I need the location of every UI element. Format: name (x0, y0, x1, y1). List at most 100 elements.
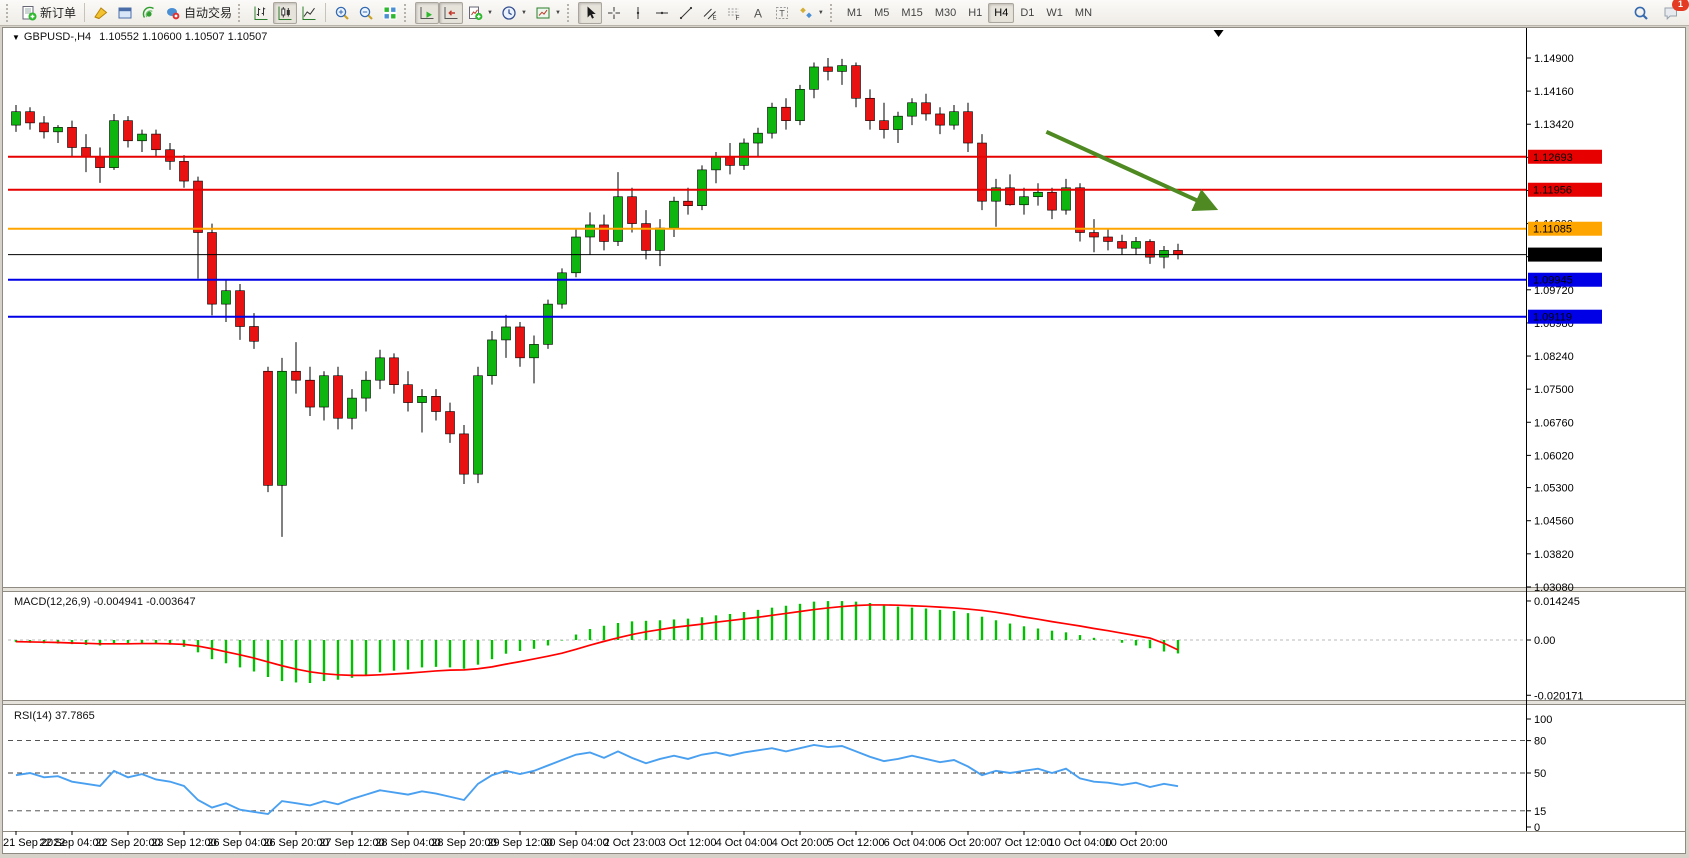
arrows-button[interactable]: ▼ (794, 2, 828, 24)
vertical-line-icon (636, 6, 640, 19)
macd-axis-tick: 0.00 (1534, 635, 1555, 647)
equidistant-channel-button[interactable]: E (698, 2, 722, 24)
signals-button[interactable] (137, 2, 161, 24)
bull-candle (991, 187, 1001, 202)
timeframe-d1-button[interactable]: D1 (1014, 3, 1040, 23)
panel-separator[interactable] (3, 700, 1685, 705)
price-axis-tick: 1.14160 (1534, 86, 1574, 98)
bear-candle (1005, 187, 1015, 206)
svg-text:E: E (712, 15, 716, 21)
templates-button[interactable]: ▼ (531, 2, 565, 24)
bear-candle (431, 396, 441, 412)
bear-candle (963, 111, 973, 144)
new-order-button[interactable]: 新订单 (17, 2, 80, 24)
chart-shift-marker[interactable] (1213, 30, 1224, 37)
timeframe-mn-button[interactable]: MN (1069, 3, 1098, 23)
bull-candle (1131, 241, 1141, 249)
chart-ohlc-values: 1.10552 1.10600 1.10507 1.10507 (99, 31, 268, 43)
candle-chart-mode-button[interactable] (273, 1, 298, 24)
date-axis-label: 23 Sep 12:00 (151, 837, 216, 849)
line-chart-mode-button[interactable] (297, 2, 321, 24)
date-axis-label: 21 Sep 2022 (3, 837, 65, 849)
highlighter-button[interactable] (89, 2, 113, 24)
trendline-button[interactable] (674, 2, 698, 24)
symbol-dropdown-icon[interactable]: ▼ (12, 33, 20, 42)
bar-chart-mode-button[interactable] (249, 2, 273, 24)
periods-icon (502, 5, 516, 20)
bear-candle (67, 127, 77, 148)
bear-candle (25, 111, 35, 124)
bull-candle (375, 357, 385, 381)
cursor-button[interactable] (577, 1, 602, 24)
svg-text:1.12693: 1.12693 (1533, 152, 1573, 164)
cursor-icon (587, 6, 596, 19)
timeframe-h4-button[interactable]: H4 (988, 2, 1015, 23)
chart-shift-button[interactable] (439, 1, 464, 24)
svg-text:1.10507: 1.10507 (1533, 250, 1573, 262)
text-button[interactable]: A (746, 2, 770, 24)
price-badge: 1.11956 (1528, 182, 1602, 197)
rsi-axis-tick: 0 (1534, 822, 1540, 834)
horizontal-line-button[interactable] (650, 2, 674, 24)
crosshair-button[interactable] (602, 2, 626, 24)
indicators-list-button[interactable]: ▼ (463, 2, 497, 24)
timeframe-m1-button[interactable]: M1 (841, 3, 868, 23)
chevron-down-icon[interactable]: ▼ (554, 9, 561, 16)
date-axis-label: 28 Sep 20:00 (431, 837, 496, 849)
chevron-down-icon[interactable]: ▼ (817, 9, 824, 16)
price-axis-tick: 1.03080 (1534, 582, 1574, 594)
text-label-button[interactable]: T (770, 2, 794, 24)
trend-arrow-object[interactable] (1045, 130, 1219, 211)
toolbar-grip (829, 3, 837, 22)
rsi-indicator-label: RSI(14) 37.7865 (14, 710, 95, 722)
bull-candle (277, 370, 287, 486)
vertical-line-button[interactable] (626, 2, 650, 24)
chart-window[interactable] (2, 27, 1686, 854)
bear-candle (865, 97, 875, 121)
fibonacci-retracement-button[interactable]: F (722, 2, 746, 24)
timeframe-h1-button[interactable]: H1 (962, 3, 988, 23)
price-badge: 1.10507 (1528, 247, 1602, 262)
bear-candle (445, 411, 455, 435)
bull-candle (361, 379, 371, 399)
bear-candle (515, 326, 525, 359)
panel-separator[interactable] (3, 587, 1685, 592)
date-axis-label: 6 Oct 20:00 (940, 837, 997, 849)
bull-candle (1061, 187, 1071, 211)
bull-candle (655, 227, 665, 251)
timeframe-m30-button[interactable]: M30 (929, 3, 962, 23)
bull-candle (529, 344, 539, 359)
toolbar-grip (566, 3, 574, 22)
bear-candle (683, 200, 693, 206)
rsi-axis-tick: 100 (1534, 714, 1552, 726)
periods-button[interactable]: ▼ (497, 2, 531, 24)
search-button[interactable] (1629, 2, 1653, 24)
chevron-down-icon[interactable]: ▼ (487, 9, 493, 16)
auto-trading-icon (167, 7, 180, 19)
text-label-icon: T (775, 6, 788, 19)
date-axis-label: 26 Sep 20:00 (263, 837, 328, 849)
zoom-out-button[interactable] (354, 2, 378, 24)
bear-candle (235, 290, 245, 327)
chevron-down-icon[interactable]: ▼ (520, 9, 527, 16)
timeframe-m15-button[interactable]: M15 (895, 3, 928, 23)
tile-windows-button[interactable] (378, 2, 402, 24)
horizontal-line-icon (655, 11, 668, 14)
date-axis-label: 10 Oct 20:00 (1105, 837, 1168, 849)
auto-trading-button[interactable]: 自动交易 (161, 2, 236, 24)
bear-candle (1075, 187, 1085, 233)
rsi-axis-tick: 80 (1534, 736, 1546, 748)
bear-candle (823, 66, 833, 72)
auto-scroll-button[interactable] (415, 1, 440, 24)
timeframe-w1-button[interactable]: W1 (1040, 3, 1069, 23)
timeframe-m5-button[interactable]: M5 (868, 3, 895, 23)
price-axis-tick: 1.08240 (1534, 351, 1574, 363)
trendline-icon (679, 6, 692, 19)
date-axis-label: 10 Oct 04:00 (1049, 837, 1112, 849)
chart-profiles-button[interactable] (113, 2, 137, 24)
chart-symbol-period: GBPUSD-,H4 (23, 31, 92, 43)
bear-candle (151, 133, 161, 151)
zoom-in-button[interactable] (330, 2, 354, 24)
bear-candle (403, 384, 413, 403)
